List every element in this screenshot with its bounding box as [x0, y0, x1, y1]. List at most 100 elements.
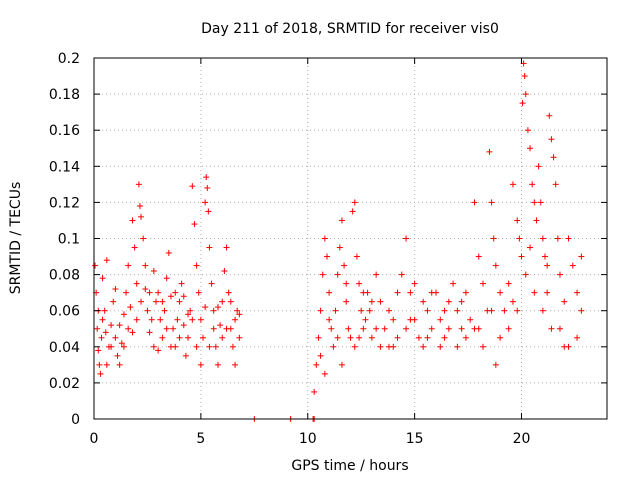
- data-point: [475, 325, 482, 332]
- data-point: [368, 334, 375, 341]
- data-point: [165, 249, 172, 256]
- data-point: [221, 267, 228, 274]
- data-point: [206, 343, 213, 350]
- data-point: [343, 298, 350, 305]
- y-tick-label: 0.12: [49, 195, 80, 211]
- data-point: [200, 334, 207, 341]
- data-point: [462, 289, 469, 296]
- data-point: [197, 316, 204, 323]
- data-point: [458, 298, 465, 305]
- data-point: [377, 343, 384, 350]
- data-point: [131, 244, 138, 251]
- data-point: [420, 343, 427, 350]
- data-point: [138, 298, 145, 305]
- data-point: [338, 361, 345, 368]
- data-point: [217, 322, 224, 329]
- data-point: [193, 343, 200, 350]
- data-point: [556, 325, 563, 332]
- data-point: [533, 217, 540, 224]
- data-point: [353, 253, 360, 260]
- data-point: [428, 289, 435, 296]
- data-point: [356, 280, 363, 287]
- data-point: [518, 253, 525, 260]
- data-point: [323, 253, 330, 260]
- data-point: [501, 307, 508, 314]
- x-tick-label: 0: [90, 431, 99, 447]
- data-point: [524, 127, 531, 134]
- data-point: [537, 199, 544, 206]
- data-point: [205, 208, 212, 215]
- data-points: [92, 60, 585, 422]
- data-point: [227, 298, 234, 305]
- data-point: [330, 343, 337, 350]
- data-point: [204, 184, 211, 191]
- data-point: [125, 262, 132, 269]
- data-point: [556, 271, 563, 278]
- data-point: [161, 307, 168, 314]
- data-point: [313, 361, 320, 368]
- data-point: [212, 343, 219, 350]
- data-point: [187, 307, 194, 314]
- data-point: [108, 322, 115, 329]
- data-point: [150, 267, 157, 274]
- data-point: [445, 298, 452, 305]
- data-point: [195, 289, 202, 296]
- data-point: [326, 316, 333, 323]
- data-point: [129, 329, 136, 336]
- data-point: [108, 343, 115, 350]
- data-point: [163, 275, 170, 282]
- data-point: [92, 262, 99, 269]
- data-point: [197, 361, 204, 368]
- data-point: [527, 145, 534, 152]
- data-point: [377, 298, 384, 305]
- data-point: [345, 325, 352, 332]
- data-point: [366, 307, 373, 314]
- data-point: [102, 329, 109, 336]
- data-point: [98, 334, 105, 341]
- data-point: [509, 181, 516, 188]
- data-point: [497, 289, 504, 296]
- y-tick-label: 0.1: [58, 232, 80, 248]
- data-point: [103, 257, 110, 264]
- data-point: [136, 203, 143, 210]
- data-point: [234, 307, 241, 314]
- data-point: [112, 334, 119, 341]
- data-point: [133, 280, 140, 287]
- data-point: [120, 343, 127, 350]
- data-point: [328, 325, 335, 332]
- y-tick-label: 0.16: [49, 123, 80, 139]
- data-point: [176, 298, 183, 305]
- data-point: [163, 325, 170, 332]
- data-point: [390, 316, 397, 323]
- data-point: [486, 148, 493, 155]
- data-point: [219, 334, 226, 341]
- data-point: [492, 361, 499, 368]
- data-point: [315, 334, 322, 341]
- data-point: [319, 271, 326, 278]
- data-point: [189, 316, 196, 323]
- data-point: [140, 235, 147, 242]
- data-point: [529, 181, 536, 188]
- data-point: [185, 334, 192, 341]
- data-point: [112, 286, 119, 293]
- data-point: [368, 298, 375, 305]
- data-point: [144, 307, 151, 314]
- data-point: [420, 298, 427, 305]
- data-point: [351, 199, 358, 206]
- data-point: [394, 334, 401, 341]
- data-point: [336, 244, 343, 251]
- data-point: [445, 325, 452, 332]
- data-point: [578, 253, 585, 260]
- data-point: [542, 253, 549, 260]
- data-point: [424, 307, 431, 314]
- data-point: [398, 271, 405, 278]
- data-point: [561, 298, 568, 305]
- data-point: [125, 325, 132, 332]
- data-point: [531, 289, 538, 296]
- data-point: [191, 221, 198, 228]
- data-point: [458, 325, 465, 332]
- data-point: [488, 199, 495, 206]
- data-point: [454, 307, 461, 314]
- data-point: [338, 217, 345, 224]
